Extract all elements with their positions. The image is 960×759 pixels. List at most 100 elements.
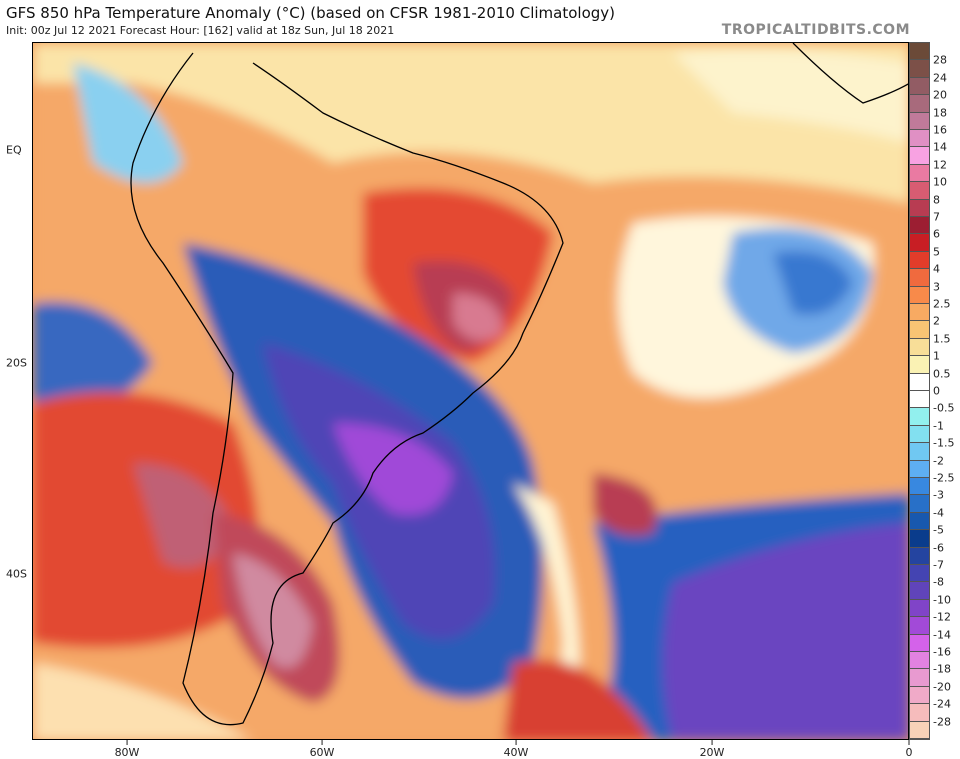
- colorbar-tick-label: -28: [933, 715, 951, 729]
- colorbar-swatch: [910, 617, 929, 635]
- north-warm-pale: [33, 43, 908, 203]
- colorbar-tick-label: -3: [933, 488, 944, 502]
- colorbar-swatch: [910, 373, 929, 391]
- colorbar-swatch: [910, 95, 929, 113]
- colorbar-tick-label: 12: [933, 158, 947, 172]
- colorbar-tick-label: -8: [933, 575, 944, 589]
- colorbar-tick-label: 18: [933, 106, 947, 120]
- colorbar-swatch: [910, 112, 929, 130]
- pacific-warm-core: [133, 463, 233, 568]
- south-atlantic-cold-core: [663, 523, 908, 739]
- colorbar-swatch: [910, 269, 929, 287]
- colorbar-tick-label: 6: [933, 227, 940, 241]
- colorbar-swatch: [910, 217, 929, 235]
- colorbar-tick-label: -4: [933, 506, 944, 520]
- colorbar-swatch: [910, 43, 929, 61]
- colorbar-tick-label: 3: [933, 280, 940, 294]
- colorbar-tick-label: -6: [933, 541, 944, 555]
- africa-coastline: [792, 43, 908, 104]
- colorbar-swatch: [910, 478, 929, 496]
- colorbar-tick-label: 0.5: [933, 367, 951, 381]
- colorbar-swatch: [910, 321, 929, 339]
- colorbar-tick-label: 2: [933, 314, 940, 328]
- colorbar-tick-label: 1: [933, 349, 940, 363]
- colorbar-swatch: [910, 356, 929, 374]
- lat-label-40s: 40S: [6, 567, 27, 581]
- colorbar-tick-label: -1.5: [933, 436, 955, 450]
- colorbar-tick-label: 2.5: [933, 297, 951, 311]
- colorbar-swatch: [910, 443, 929, 461]
- colorbar-swatch: [910, 565, 929, 583]
- south-pacific-pale: [33, 663, 250, 739]
- atlantic-cool-core: [773, 251, 853, 315]
- colorbar-tick-label: 4: [933, 262, 940, 276]
- anomaly-field: [33, 43, 908, 739]
- colorbar-swatch: [910, 199, 929, 217]
- colorbar-swatch: [910, 234, 929, 252]
- colorbar-swatch: [910, 704, 929, 722]
- pacific-cool: [33, 301, 153, 408]
- cold-extreme: [333, 423, 453, 515]
- colorbar-tick-label: 20: [933, 88, 947, 102]
- south-warm-patch: [503, 659, 652, 739]
- forecast-info: Init: 00z Jul 12 2021 Forecast Hour: [16…: [6, 24, 395, 37]
- colorbar-tick-label: 8: [933, 193, 940, 207]
- colorbar-tick-label: 0: [933, 384, 940, 398]
- colorbar-tick-label: -18: [933, 662, 951, 676]
- patagonia-hot-core: [233, 553, 313, 668]
- colorbar-tick-label: -2.5: [933, 471, 955, 485]
- colorbar-swatch: [910, 686, 929, 705]
- colorbar-tick-label: -0.5: [933, 401, 955, 415]
- colorbar-tick-label: -1: [933, 419, 944, 433]
- colorbar-swatch: [910, 634, 929, 652]
- colorbar-tick-label: 10: [933, 175, 947, 189]
- colorbar-tick-label: 1.5: [933, 332, 951, 346]
- colorbar-swatch: [910, 338, 929, 357]
- colorbar-swatch: [910, 286, 929, 304]
- colorbar-tick-label: -14: [933, 628, 951, 642]
- colorbar-tick-label: -20: [933, 680, 951, 694]
- brand-watermark: TROPICALTIDBITS.COM: [721, 22, 910, 38]
- colorbar-swatch: [910, 147, 929, 165]
- colorbar-tick-label: 7: [933, 210, 940, 224]
- colorbar-swatch: [910, 582, 929, 600]
- colorbar-swatch: [910, 251, 929, 270]
- lat-label-eq: EQ: [6, 143, 22, 157]
- colorbar-tick-label: 14: [933, 140, 947, 154]
- colorbar-tick-label: -7: [933, 558, 944, 572]
- colorbar-swatch: [910, 130, 929, 148]
- colorbar-swatch: [910, 530, 929, 548]
- colorbar-swatch: [910, 164, 929, 183]
- colorbar-swatch: [910, 408, 929, 426]
- colorbar-swatch: [910, 669, 929, 687]
- colorbar-swatch: [910, 391, 929, 409]
- colorbar-swatch: [910, 60, 929, 78]
- colorbar-tick-label: 5: [933, 245, 940, 259]
- colorbar-swatch: [910, 77, 929, 96]
- north-africa-pale: [673, 49, 908, 143]
- south-america-coastline: [130, 52, 564, 726]
- colorbar-swatch: [910, 304, 929, 322]
- colorbar-tick-label: -12: [933, 610, 951, 624]
- colorbar-tick-label: -5: [933, 523, 944, 537]
- colorbar-tick-label: -2: [933, 454, 944, 468]
- colorbar-swatch: [910, 599, 929, 618]
- atlantic-warm-spot: [593, 473, 657, 536]
- colorbar-tick-label: -24: [933, 697, 951, 711]
- colorbar-swatch: [910, 721, 929, 739]
- colorbar-tick-label: -16: [933, 645, 951, 659]
- colorbar-tick-label: 28: [933, 53, 947, 67]
- andes-north-cool: [73, 63, 183, 183]
- colorbar: [909, 42, 930, 740]
- lat-label-20s: 20S: [6, 356, 27, 370]
- colorbar-swatch: [910, 547, 929, 565]
- colorbar-swatch: [910, 425, 929, 444]
- colorbar-tick-label: 24: [933, 71, 947, 85]
- colorbar-swatch: [910, 495, 929, 513]
- colorbar-tick-label: 16: [933, 123, 947, 137]
- map-title: GFS 850 hPa Temperature Anomaly (°C) (ba…: [6, 4, 616, 22]
- colorbar-swatch: [910, 512, 929, 531]
- colorbar-tick-label: -10: [933, 593, 951, 607]
- coastlines: [130, 43, 908, 726]
- colorbar-swatch: [910, 460, 929, 478]
